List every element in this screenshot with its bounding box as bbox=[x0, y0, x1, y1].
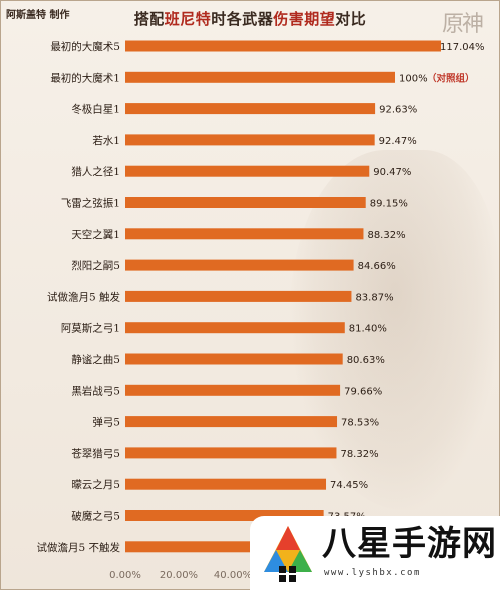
data-label: 83.87% bbox=[355, 292, 393, 303]
category-label: 阿莫斯之弓1 bbox=[61, 322, 120, 335]
x-tick-label: 0.00% bbox=[109, 570, 141, 581]
bar bbox=[125, 541, 319, 553]
bar bbox=[125, 197, 366, 208]
title-part-3: 时各武器 bbox=[211, 10, 274, 28]
watermark-url: www.lyshbx.com bbox=[324, 568, 421, 578]
category-label: 烈阳之嗣5 bbox=[71, 259, 120, 272]
bar bbox=[125, 71, 395, 83]
bar bbox=[125, 416, 338, 428]
title-part-5: 对比 bbox=[335, 10, 367, 28]
data-label: 81.40% bbox=[349, 324, 387, 335]
data-label: 79.66% bbox=[344, 386, 382, 397]
category-label: 若水1 bbox=[92, 134, 120, 147]
title-part-2: 班尼特 bbox=[164, 10, 212, 28]
data-label: 78.32% bbox=[340, 449, 378, 460]
data-label: 117.04% bbox=[440, 42, 485, 53]
category-label: 最初的大魔术5 bbox=[50, 40, 120, 53]
bar bbox=[125, 447, 337, 459]
bar bbox=[125, 165, 370, 177]
annotation-label: （对照组） bbox=[427, 72, 475, 84]
bar bbox=[125, 322, 345, 334]
category-label: 试做澹月5 触发 bbox=[47, 290, 121, 303]
category-label: 天空之翼1 bbox=[71, 228, 120, 241]
category-label: 曚云之月5 bbox=[71, 478, 120, 491]
bar bbox=[125, 478, 327, 490]
bar bbox=[125, 40, 442, 52]
genshin-logo: 原神 bbox=[441, 12, 484, 37]
category-label: 最初的大魔术1 bbox=[50, 71, 120, 84]
bar bbox=[125, 384, 341, 396]
category-label: 冬极白星1 bbox=[71, 103, 120, 116]
bar bbox=[125, 134, 375, 146]
bar bbox=[125, 510, 324, 521]
bar bbox=[125, 103, 376, 115]
bar bbox=[125, 228, 364, 240]
data-label: 80.63% bbox=[347, 355, 385, 366]
category-label: 黑岩战弓5 bbox=[71, 384, 120, 397]
x-tick-label: 20.00% bbox=[160, 570, 198, 581]
author-credit: 阿斯盖特 制作 bbox=[6, 10, 70, 21]
bar bbox=[125, 290, 352, 302]
category-label: 静谧之曲5 bbox=[71, 353, 120, 366]
title-part-4: 伤害期望 bbox=[273, 10, 336, 28]
site-watermark[interactable]: 八星手游网 www.lyshbx.com bbox=[250, 516, 500, 590]
category-label: 弹弓5 bbox=[92, 416, 120, 429]
data-label: 100% bbox=[399, 73, 428, 84]
data-label: 92.63% bbox=[379, 105, 417, 116]
category-label: 试做澹月5 不触发 bbox=[36, 541, 120, 554]
chart-title: 搭配班尼特时各武器伤害期望对比 bbox=[0, 8, 500, 29]
category-label: 破魔之弓5 bbox=[71, 510, 120, 523]
data-label: 89.15% bbox=[370, 199, 408, 210]
x-tick-label: 40.00% bbox=[214, 570, 252, 581]
data-label: 78.53% bbox=[341, 418, 379, 429]
category-label: 飞雷之弦振1 bbox=[61, 197, 120, 210]
bar bbox=[125, 353, 343, 365]
data-label: 74.45% bbox=[330, 480, 368, 491]
data-label: 92.47% bbox=[379, 136, 417, 147]
watermark-text: 八星手游网 bbox=[322, 524, 497, 564]
data-label: 84.66% bbox=[358, 261, 396, 272]
watermark-logo-icon bbox=[264, 526, 312, 582]
title-part-1: 搭配 bbox=[133, 10, 165, 28]
category-label: 苍翠猎弓5 bbox=[71, 447, 120, 460]
data-label: 90.47% bbox=[373, 167, 411, 178]
bar bbox=[125, 259, 354, 271]
category-label: 猎人之径1 bbox=[71, 165, 120, 178]
data-label: 88.32% bbox=[367, 230, 405, 241]
